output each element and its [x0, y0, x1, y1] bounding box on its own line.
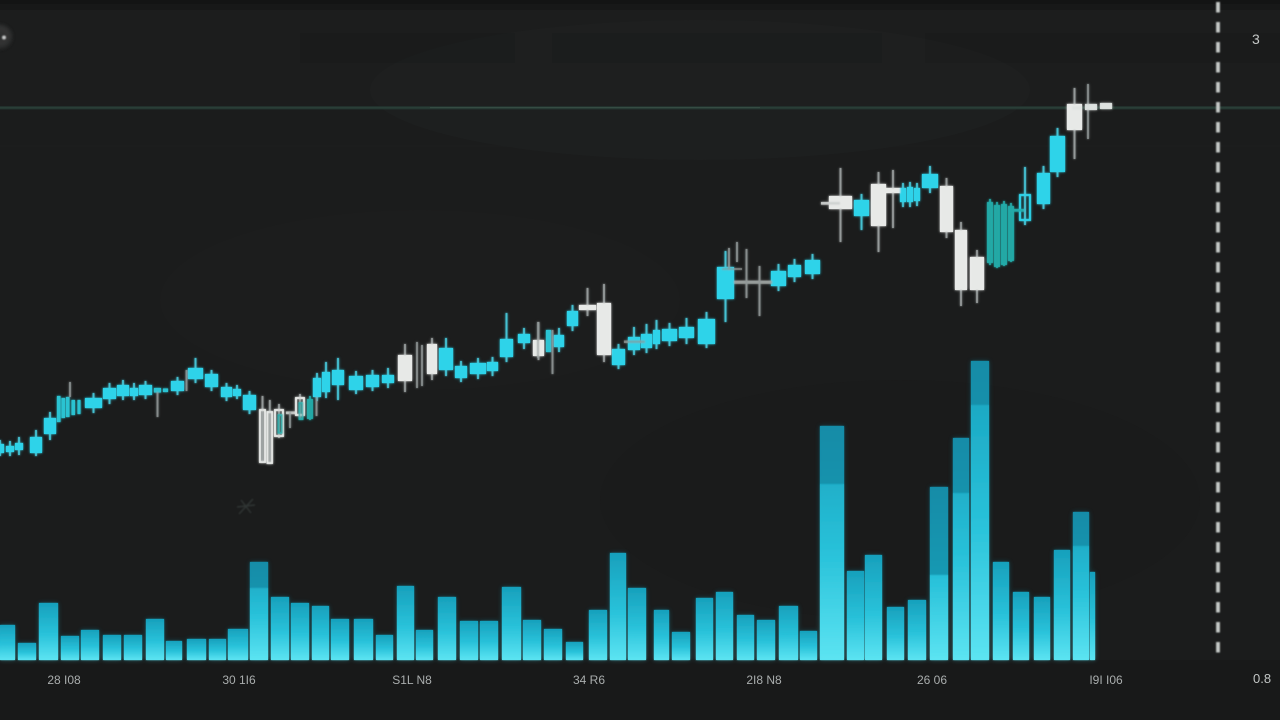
svg-text:S1L N8: S1L N8 [392, 673, 432, 687]
svg-text:30 1I6: 30 1I6 [222, 673, 256, 687]
svg-text:34 R6: 34 R6 [573, 673, 605, 687]
svg-text:28 I08: 28 I08 [47, 673, 81, 687]
svg-text:2I8 N8: 2I8 N8 [746, 673, 782, 687]
svg-text:26 06: 26 06 [917, 673, 947, 687]
svg-text:3: 3 [1252, 31, 1260, 47]
svg-text:I9I I06: I9I I06 [1089, 673, 1123, 687]
svg-text:0.8: 0.8 [1253, 671, 1271, 686]
